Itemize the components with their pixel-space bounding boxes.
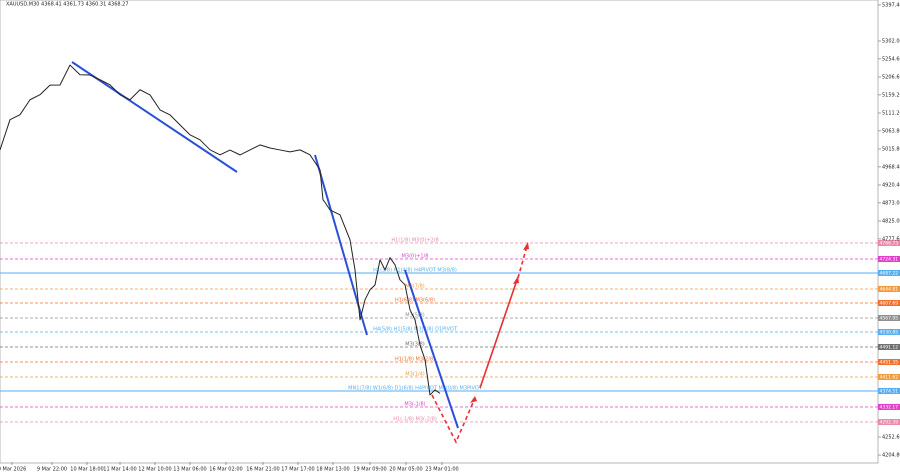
x-tick-label: 11 Mar 14:00 [103, 467, 136, 473]
price-tag [878, 387, 900, 394]
y-tick-label: 5254.60 [882, 56, 900, 62]
x-tick-label: 18 Mar 13:00 [316, 467, 349, 473]
price-tag-label: 4292.39 [880, 419, 899, 425]
x-tick-label: 12 Mar 10:00 [138, 467, 171, 473]
x-tick-label: 9 Mar 2026 [0, 467, 26, 473]
price-tag [878, 285, 900, 292]
level-label: M3(0)+1/8 [402, 253, 429, 259]
y-tick-label: 4920.40 [882, 183, 900, 189]
y-tick-label: 5159.20 [882, 92, 900, 98]
y-tick-label: 5015.80 [882, 147, 900, 153]
y-tick-label: 5063.80 [882, 128, 900, 134]
x-tick-label: 16 Mar 02:00 [209, 467, 242, 473]
price-tag [878, 418, 900, 425]
projection-arrow [517, 245, 528, 279]
level-label: H1(1/8) M3(0)+2/8 [391, 237, 438, 243]
chart-title: XAUUSD,M30 4368.41 4361.73 4360.31 4368.… [6, 2, 129, 8]
price-tag-label: 4567.95 [880, 316, 899, 322]
level-label: H1(-1/8) M3(-2/8) [393, 416, 437, 422]
price-tag [878, 269, 900, 276]
price-tag [878, 343, 900, 350]
y-tick-label: 4204.80 [882, 453, 900, 459]
x-tick-label: 17 Mar 17:00 [281, 467, 314, 473]
level-label: M3(1/4) [405, 371, 424, 377]
price-tag [878, 359, 900, 365]
y-tick-label: 4777.60 [882, 236, 900, 242]
price-tag-label: 4451.35 [880, 360, 899, 366]
price-tag-label: 4491.12 [880, 344, 899, 350]
y-tick-label: 4873.00 [882, 200, 900, 206]
plot-frame [0, 0, 879, 464]
trend-line [71, 61, 238, 173]
x-tick-label: 9 Mar 22:00 [37, 467, 67, 473]
price-tag [878, 373, 900, 380]
price-tag [878, 239, 900, 246]
level-label: M3(7/8) [405, 283, 424, 289]
price-tag-label: 4411.62 [880, 374, 899, 380]
price-tag-label: 4644.81 [880, 286, 899, 292]
price-tag-label: 4724.31 [880, 256, 899, 262]
level-label: MN1(7/8) W1(6/8) D1(6/8) H4PIVOT M3(0/8)… [348, 385, 483, 391]
level-label: H4(5/8) H1(5/8) M3(4/8) D1PIVOT [373, 327, 458, 333]
price-tag-label: 4332.17 [880, 404, 899, 410]
y-tick-label: 5302.00 [882, 39, 900, 45]
price-line [0, 64, 441, 396]
y-tick-label: 5397.40 [882, 3, 900, 9]
x-tick-label: 10 Mar 18:00 [70, 467, 103, 473]
arrow-head [470, 396, 477, 403]
price-tag [878, 329, 900, 335]
price-tag-label: 4687.22 [880, 270, 899, 276]
trend-line [404, 269, 459, 429]
x-tick-label: 20 Mar 05:00 [389, 467, 422, 473]
x-tick-label: 19 Mar 09:00 [353, 467, 386, 473]
y-tick-label: 4968.40 [882, 164, 900, 170]
projection-arrow [479, 279, 518, 389]
y-tick-label: 4252.60 [882, 435, 900, 441]
projection-arrow [431, 394, 476, 444]
price-tag [878, 300, 900, 307]
price-tag [878, 255, 900, 262]
level-label: M3(5/8) [405, 313, 424, 319]
y-tick-label: 5206.60 [882, 75, 900, 81]
price-tag [878, 315, 900, 321]
price-tag [878, 403, 900, 410]
level-label: M3(-1/8) [404, 401, 425, 407]
arrow-head [523, 242, 529, 250]
level-label: H1(1/8) M3(2/8) [395, 357, 435, 363]
price-tag-label: 4607.69 [880, 301, 899, 307]
y-tick-label: 4825.00 [882, 219, 900, 225]
x-tick-label: 16 Mar 21:00 [246, 467, 279, 473]
level-label: M3(3/8) [405, 341, 424, 347]
x-tick-label: 23 Mar 01:00 [425, 467, 458, 473]
price-tag-label: 4374.51 [880, 388, 899, 394]
arrow-head [513, 276, 519, 284]
levels: H1(1/8) M3(0)+2/8 4766.73 M3(0)+1/8 4724.31… [0, 237, 900, 425]
y-tick-label: 5111.20 [882, 111, 900, 117]
price-tag-label: 4530.85 [880, 330, 899, 336]
x-tick-label: 13 Mar 06:00 [173, 467, 206, 473]
level-label: H1(3/8) H1(4/8) H4PIVOT M3(8/8) [373, 267, 457, 273]
price-tag-label: 4766.73 [880, 240, 899, 246]
